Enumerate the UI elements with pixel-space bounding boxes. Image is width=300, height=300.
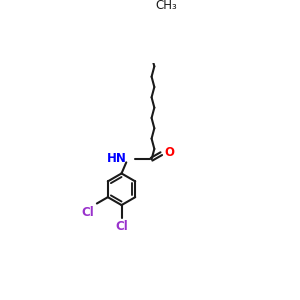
Text: O: O bbox=[164, 146, 174, 159]
Text: CH₃: CH₃ bbox=[155, 0, 177, 12]
Text: Cl: Cl bbox=[81, 206, 94, 219]
Text: Cl: Cl bbox=[115, 220, 128, 233]
Text: HN: HN bbox=[106, 152, 126, 165]
